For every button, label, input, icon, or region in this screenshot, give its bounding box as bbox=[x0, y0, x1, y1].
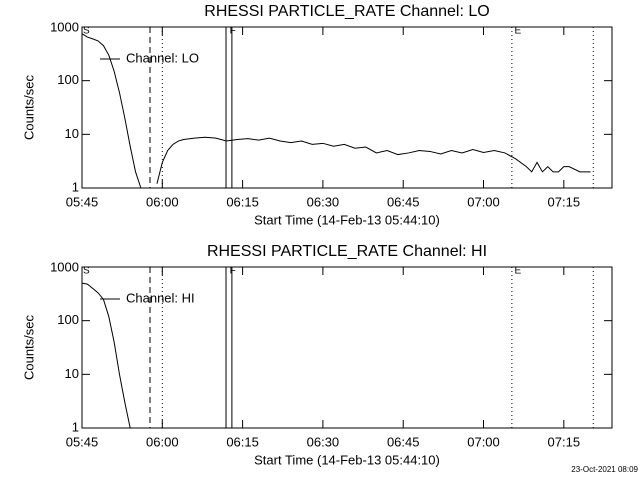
legend-label: Channel: LO bbox=[126, 50, 199, 65]
x-tick-label: 06:30 bbox=[307, 194, 340, 209]
x-tick-label: 07:00 bbox=[467, 434, 500, 449]
plot-frame bbox=[81, 266, 613, 429]
x-tick-label: 06:45 bbox=[387, 194, 420, 209]
x-tick-label: 06:00 bbox=[146, 434, 179, 449]
y-tick-label: 100 bbox=[57, 312, 79, 327]
x-axis-label: Start Time (14-Feb-13 05:44:10) bbox=[254, 452, 440, 467]
x-tick-label: 05:45 bbox=[66, 434, 99, 449]
x-axis-label: Start Time (14-Feb-13 05:44:10) bbox=[254, 212, 440, 227]
flag-label: S bbox=[83, 266, 90, 277]
y-tick-label: 100 bbox=[57, 72, 79, 87]
chart-title: RHESSI PARTICLE_RATE Channel: LO bbox=[204, 3, 489, 20]
y-tick-label: 1 bbox=[72, 179, 79, 194]
x-tick-label: 07:15 bbox=[548, 434, 581, 449]
flag-label: F bbox=[230, 26, 236, 37]
flag-label: F bbox=[230, 266, 236, 277]
y-tick-label: 10 bbox=[65, 126, 79, 141]
x-tick-label: 05:45 bbox=[66, 194, 99, 209]
footer-timestamp: 23-Oct-2021 08:09 bbox=[571, 465, 638, 474]
legend-label: Channel: HI bbox=[126, 290, 195, 305]
y-tick-label: 1000 bbox=[50, 259, 79, 274]
y-axis-label: Counts/sec bbox=[21, 74, 36, 140]
y-tick-label: 10 bbox=[65, 366, 79, 381]
y-tick-label: 1000 bbox=[50, 19, 79, 34]
x-tick-label: 06:30 bbox=[307, 434, 340, 449]
chart-title: RHESSI PARTICLE_RATE Channel: HI bbox=[207, 243, 487, 260]
plot-frame bbox=[81, 26, 613, 189]
flag-label: E bbox=[514, 26, 521, 37]
x-tick-label: 06:15 bbox=[226, 434, 259, 449]
data-line bbox=[81, 282, 131, 429]
x-tick-label: 07:15 bbox=[548, 194, 581, 209]
flag-label: S bbox=[83, 26, 90, 37]
flag-label: E bbox=[514, 266, 521, 277]
x-tick-label: 06:15 bbox=[226, 194, 259, 209]
data-line bbox=[81, 33, 591, 189]
y-axis-label: Counts/sec bbox=[21, 314, 36, 380]
y-tick-label: 1 bbox=[72, 419, 79, 434]
x-tick-label: 06:00 bbox=[146, 194, 179, 209]
x-tick-label: 07:00 bbox=[467, 194, 500, 209]
x-tick-label: 06:45 bbox=[387, 434, 420, 449]
